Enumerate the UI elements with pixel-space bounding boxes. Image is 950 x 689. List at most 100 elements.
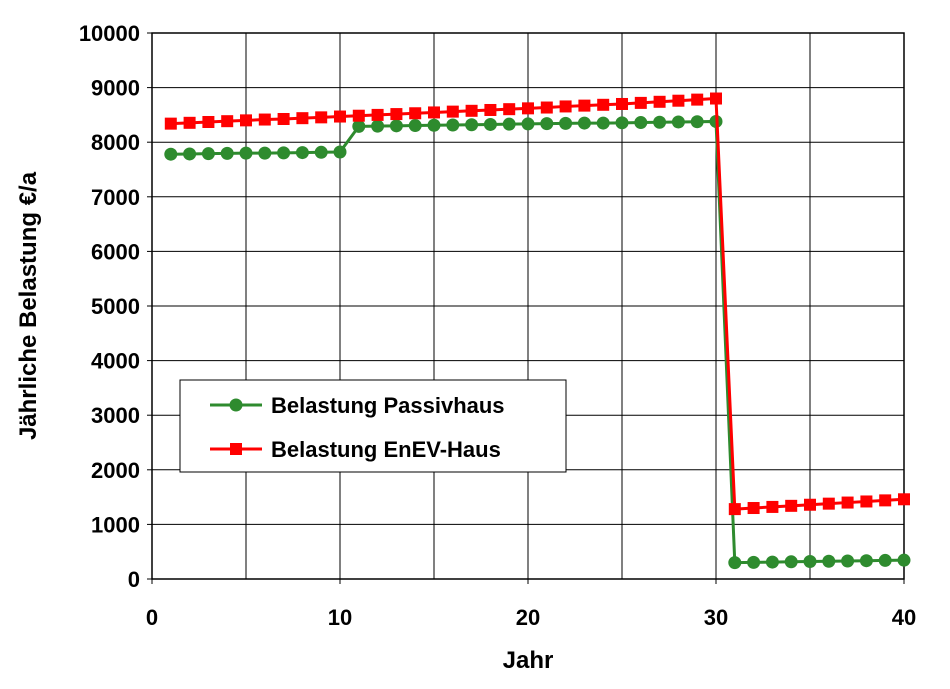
data-point bbox=[314, 145, 328, 159]
data-point bbox=[202, 115, 215, 128]
data-point bbox=[239, 146, 253, 160]
data-point bbox=[258, 146, 272, 160]
data-point bbox=[220, 146, 234, 160]
data-point bbox=[653, 95, 666, 108]
data-point bbox=[804, 498, 816, 511]
x-tick-label: 30 bbox=[704, 605, 728, 630]
data-point bbox=[634, 116, 648, 130]
legend-box bbox=[179, 379, 567, 473]
x-tick-label: 20 bbox=[516, 605, 540, 630]
data-point bbox=[728, 556, 742, 570]
data-point bbox=[295, 146, 309, 160]
data-point bbox=[841, 554, 855, 568]
data-point bbox=[446, 118, 460, 132]
data-point bbox=[897, 553, 911, 567]
legend: Belastung Passivhaus Belastung EnEV-Haus bbox=[179, 379, 567, 473]
data-point bbox=[803, 555, 817, 569]
data-point bbox=[371, 108, 384, 121]
data-point bbox=[427, 118, 441, 132]
data-point bbox=[389, 119, 403, 133]
data-point bbox=[201, 147, 215, 161]
data-point bbox=[879, 494, 892, 507]
data-point bbox=[728, 503, 741, 516]
data-point bbox=[634, 96, 647, 109]
data-point bbox=[691, 93, 704, 106]
data-point bbox=[540, 101, 553, 114]
data-point bbox=[390, 108, 403, 121]
data-point bbox=[503, 103, 516, 116]
data-point bbox=[296, 112, 309, 125]
y-axis-title: Jährliche Belastung €/a bbox=[15, 171, 42, 440]
x-axis-title: Jahr bbox=[503, 647, 554, 674]
data-point bbox=[333, 145, 347, 159]
data-point bbox=[615, 116, 629, 130]
data-point bbox=[502, 117, 516, 131]
data-point bbox=[653, 115, 667, 129]
series-group bbox=[164, 92, 911, 570]
series-line bbox=[170, 96, 905, 511]
data-point bbox=[277, 112, 290, 125]
data-point bbox=[578, 99, 591, 112]
data-point bbox=[352, 109, 365, 122]
data-point bbox=[164, 147, 178, 161]
data-point bbox=[747, 502, 760, 515]
data-point bbox=[841, 496, 854, 509]
data-point bbox=[671, 115, 685, 129]
data-point bbox=[183, 147, 197, 161]
x-tick-label: 10 bbox=[328, 605, 352, 630]
data-point bbox=[521, 117, 535, 131]
data-point bbox=[540, 117, 554, 131]
y-axis-ticks: 0 1000 2000 3000 4000 5000 6000 7000 8000 9000 100… bbox=[79, 21, 152, 592]
data-point bbox=[559, 116, 573, 130]
data-point bbox=[822, 497, 835, 510]
x-tick-label: 0 bbox=[146, 605, 158, 630]
data-point bbox=[258, 113, 271, 126]
legend-label-passivhaus: Belastung Passivhaus bbox=[271, 393, 505, 418]
data-point bbox=[710, 92, 722, 105]
data-point bbox=[784, 555, 798, 569]
data-point bbox=[860, 495, 873, 508]
data-point bbox=[183, 116, 196, 129]
y-tick-label: 6000 bbox=[91, 239, 140, 264]
data-point bbox=[371, 119, 385, 133]
y-tick-label: 7000 bbox=[91, 185, 140, 210]
data-point bbox=[409, 107, 422, 120]
legend-label-enev: Belastung EnEV-Haus bbox=[271, 437, 501, 462]
data-point bbox=[690, 115, 704, 129]
data-point bbox=[428, 106, 440, 119]
data-point bbox=[334, 110, 346, 123]
y-tick-label: 1000 bbox=[91, 512, 140, 537]
y-tick-label: 9000 bbox=[91, 76, 140, 101]
data-point bbox=[484, 103, 497, 116]
legend-marker-enev bbox=[230, 443, 242, 455]
data-point bbox=[747, 555, 761, 569]
series-line bbox=[170, 119, 905, 565]
data-point bbox=[898, 493, 910, 506]
data-point bbox=[559, 100, 572, 113]
data-point bbox=[522, 102, 534, 115]
data-point bbox=[577, 116, 591, 130]
data-point bbox=[765, 555, 779, 569]
data-point bbox=[859, 554, 873, 568]
x-tick-label: 40 bbox=[892, 605, 916, 630]
data-point bbox=[352, 119, 366, 133]
data-point bbox=[596, 116, 610, 130]
data-point bbox=[446, 105, 459, 118]
data-point bbox=[785, 499, 798, 512]
data-point bbox=[465, 118, 479, 132]
y-tick-label: 3000 bbox=[91, 403, 140, 428]
data-point bbox=[465, 104, 478, 117]
y-tick-label: 0 bbox=[128, 567, 140, 592]
data-point bbox=[164, 117, 177, 130]
data-point bbox=[240, 114, 252, 127]
data-point bbox=[672, 94, 685, 107]
data-point bbox=[597, 98, 610, 111]
data-point bbox=[408, 119, 422, 133]
data-point bbox=[616, 97, 628, 110]
data-point bbox=[315, 111, 328, 124]
series-0 bbox=[164, 114, 911, 570]
data-point bbox=[483, 117, 497, 131]
data-point bbox=[766, 500, 779, 513]
data-point bbox=[277, 146, 291, 160]
